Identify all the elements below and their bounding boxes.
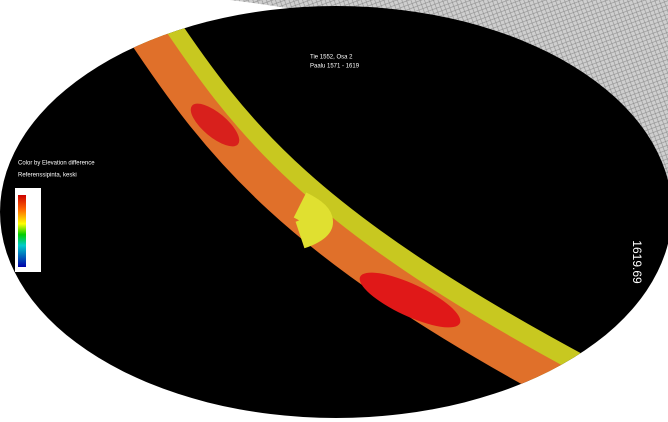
legend-scale <box>18 195 26 267</box>
viewport: Tie 1552, Osa 2 Paalu 1571 - 1619 Color … <box>0 0 668 422</box>
legend-title: Color by Elevation difference <box>18 161 95 167</box>
header-title: Tie 1552, Osa 2 <box>310 55 353 61</box>
header-subtitle: Paalu 1571 - 1619 <box>310 64 360 70</box>
road-highlight <box>300 205 319 235</box>
station-end: 1619.69 <box>630 240 644 284</box>
legend-subtitle: Referenssipinta, keski <box>18 173 77 179</box>
station-start: 1542 <box>11 103 32 133</box>
